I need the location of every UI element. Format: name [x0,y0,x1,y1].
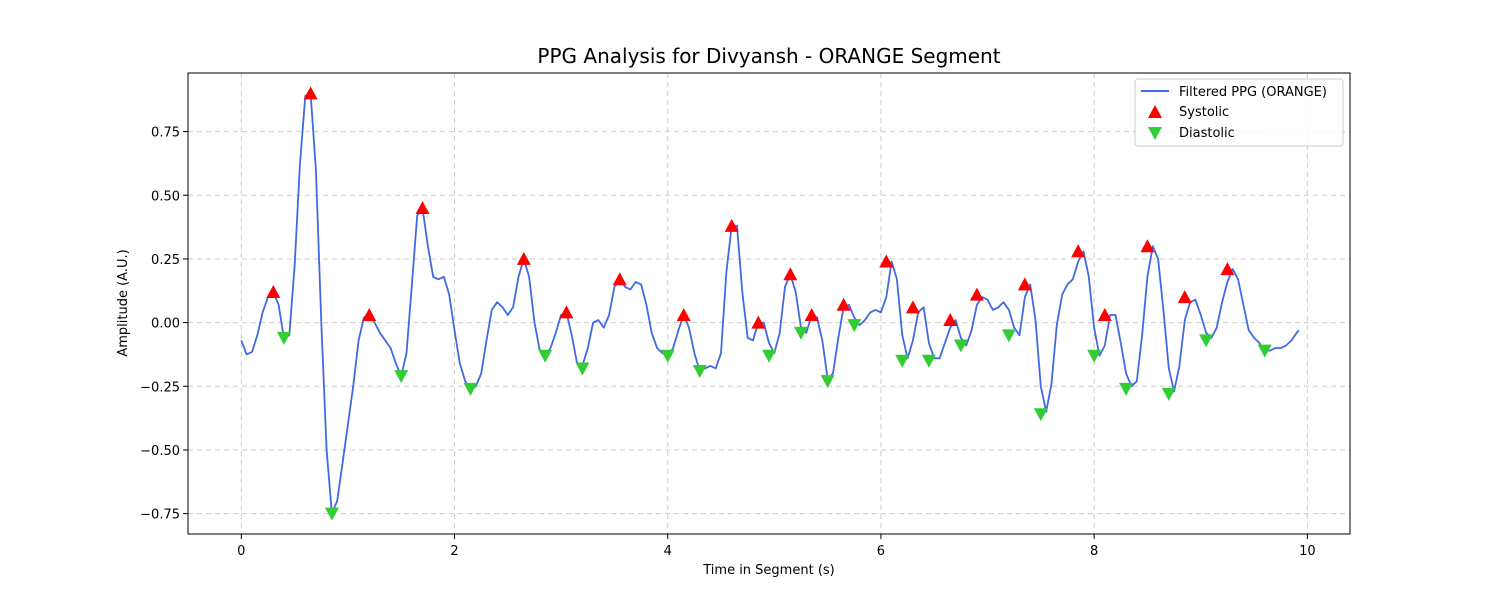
diastolic-markers [276,319,1272,521]
plot-frame [187,72,1351,535]
x-tick-label: 6 [877,544,885,559]
y-tick-label: −0.25 [140,380,180,395]
diastolic-marker [793,326,808,340]
diastolic-marker [1257,344,1272,358]
systolic-marker [1220,262,1235,276]
systolic-marker [1177,290,1192,304]
diastolic-marker [324,507,339,521]
legend: Filtered PPG (ORANGE) Systolic Diastolic [1134,78,1344,147]
plot-area [187,72,1351,535]
diastolic-marker [660,349,675,363]
diastolic-marker [276,331,291,345]
systolic-marker [266,285,281,299]
systolic-marker [943,313,958,327]
y-tick-label: −0.50 [140,444,180,459]
legend-systolic-swatch [1148,105,1162,118]
diastolic-marker [394,370,409,384]
systolic-marker [969,287,984,301]
systolic-marker [751,315,766,329]
y-axis: −0.75 −0.50 −0.25 0.00 0.25 0.50 0.75 [140,126,188,523]
diastolic-marker [847,319,862,333]
x-axis: 0 2 4 6 8 10 [237,534,1316,559]
y-axis-label: Amplitude (A.U.) [116,249,131,356]
systolic-marker [559,305,574,319]
systolic-marker [362,307,377,321]
ppg-line [240,92,1300,515]
y-tick-label: 0.75 [151,126,180,141]
systolic-marker [676,307,691,321]
ppg-line-series [240,92,1300,515]
systolic-marker [1140,239,1155,253]
systolic-marker [415,200,430,214]
systolic-markers [266,86,1235,329]
x-tick-label: 0 [237,544,245,559]
y-tick-label: 0.25 [151,253,180,268]
systolic-marker [905,300,920,314]
x-axis-label: Time in Segment (s) [702,563,834,578]
diastolic-marker [895,354,910,368]
diastolic-marker [1161,387,1176,401]
diastolic-marker [1033,408,1048,422]
systolic-marker [879,254,894,268]
diastolic-marker [1001,329,1016,343]
systolic-marker [1097,307,1112,321]
y-tick-label: −0.75 [140,508,180,523]
systolic-marker [783,267,798,281]
x-tick-label: 10 [1299,544,1316,559]
x-tick-label: 4 [664,544,672,559]
systolic-marker [303,86,318,100]
diastolic-marker [921,354,936,368]
diastolic-marker [820,375,835,389]
systolic-marker [612,272,627,286]
x-tick-label: 2 [450,544,458,559]
diastolic-marker [1087,349,1102,363]
legend-label-systolic: Systolic [1179,105,1229,120]
systolic-marker [516,251,531,265]
systolic-marker [1071,244,1086,258]
legend-diastolic-swatch [1148,127,1162,140]
systolic-marker [836,297,851,311]
diastolic-marker [692,364,707,378]
legend-label-filtered: Filtered PPG (ORANGE) [1179,85,1327,100]
y-tick-label: 0.50 [151,189,180,204]
diastolic-marker [762,349,776,363]
y-tick-label: 0.00 [151,317,180,332]
diastolic-marker [575,362,590,376]
systolic-marker [724,218,739,232]
diastolic-marker [463,382,478,396]
systolic-marker [1017,277,1032,291]
diastolic-marker [953,339,968,353]
grid [188,73,1350,534]
diastolic-marker [1199,334,1214,348]
legend-box [1134,78,1344,147]
diastolic-marker [1119,382,1134,396]
diastolic-marker [538,349,553,363]
x-tick-label: 8 [1090,544,1098,559]
systolic-marker [804,307,819,321]
chart-title: PPG Analysis for Divyansh - ORANGE Segme… [537,44,1000,68]
legend-label-diastolic: Diastolic [1179,126,1235,141]
